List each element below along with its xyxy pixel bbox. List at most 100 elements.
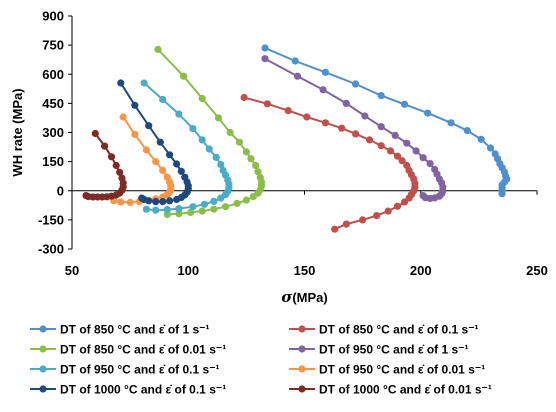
data-point [293, 72, 302, 80]
data-point [166, 197, 174, 205]
data-point [159, 95, 167, 104]
y-tick-labels: -300 -150 0 150 300 450 600 750 900 [38, 9, 72, 257]
data-point [138, 194, 146, 202]
data-point [247, 155, 255, 163]
data-point [189, 125, 197, 133]
data-point [140, 79, 148, 87]
data-point [189, 203, 197, 211]
legend: DT of 850 °C and ε̇ of 1 s⁻¹ DT of 850 °C… [30, 323, 492, 397]
y-tick-label: 900 [42, 9, 64, 24]
data-point [145, 122, 153, 130]
x-tick-labels: 50 100 150 200 250 [65, 190, 548, 278]
data-point [198, 207, 206, 215]
plot-area [82, 44, 511, 233]
data-point [242, 196, 250, 204]
data-point [200, 200, 209, 208]
data-point [319, 86, 327, 94]
data-point [263, 100, 271, 108]
data-point [426, 160, 434, 168]
data-point [486, 144, 495, 152]
data-point [159, 198, 167, 206]
series-line [119, 82, 190, 203]
legend-marker [39, 325, 47, 333]
y-tick-label: 450 [42, 96, 64, 111]
y-tick-label: 300 [42, 125, 64, 140]
data-point [126, 198, 134, 206]
data-point [112, 161, 120, 170]
legend-item: DT of 850 °C and ε̇ of 0.1 s⁻¹ [289, 323, 479, 337]
x-axis-label-symbol: σ [281, 288, 293, 306]
y-tick-label: 0 [57, 183, 64, 198]
data-point [212, 153, 220, 161]
legend-item: DT of 850 °C and ε̇ of 0.01 s⁻¹ [30, 343, 226, 357]
data-point [175, 110, 183, 118]
data-point [156, 138, 164, 146]
legend-item: DT of 950 °C and ε̇ of 0.1 s⁻¹ [30, 363, 220, 377]
legend-label: DT of 1000 °C and ε̇ of 0.01 s⁻¹ [319, 383, 492, 397]
data-point [131, 130, 139, 138]
data-point [342, 220, 350, 228]
legend-item: DT of 850 °C and ε̇ of 1 s⁻¹ [30, 323, 210, 337]
data-point [398, 157, 406, 165]
data-point [321, 68, 329, 76]
data-point [173, 195, 181, 204]
x-axis-label: σ(MPa) [281, 288, 327, 306]
data-point [352, 80, 360, 88]
legend-marker [39, 345, 47, 353]
data-point [214, 114, 223, 122]
data-point [163, 206, 171, 214]
data-point [291, 57, 299, 65]
data-point [252, 161, 260, 170]
data-point [142, 205, 150, 213]
data-point [152, 158, 160, 166]
data-point [180, 72, 188, 80]
data-point [117, 198, 125, 206]
data-point [101, 142, 109, 150]
legend-label: DT of 950 °C and ε̇ of 0.1 s⁻¹ [60, 363, 220, 377]
legend-item: DT of 950 °C and ε̇ of 1 s⁻¹ [289, 343, 469, 357]
data-point [221, 203, 230, 211]
legend-marker [298, 325, 306, 333]
data-point [249, 193, 257, 201]
data-point [175, 210, 183, 218]
data-point [393, 152, 402, 160]
data-point [261, 55, 269, 63]
data-point [477, 135, 485, 143]
data-point [386, 147, 395, 155]
x-tick-label: 150 [294, 263, 316, 278]
data-point [166, 151, 174, 159]
data-point [377, 92, 385, 100]
data-point [173, 160, 181, 168]
legend-marker [298, 345, 306, 353]
data-point [254, 168, 262, 176]
data-point [175, 205, 183, 213]
data-point [384, 207, 392, 215]
data-point [198, 94, 206, 103]
y-tick-label: -300 [38, 242, 64, 257]
series-7 [117, 79, 192, 206]
x-tick-label: 100 [177, 263, 199, 278]
legend-marker [298, 365, 306, 373]
data-point [116, 168, 124, 176]
data-point [119, 113, 127, 121]
data-point [447, 119, 455, 127]
data-point [159, 166, 167, 174]
data-point [284, 107, 292, 115]
data-point [217, 194, 225, 202]
legend-marker [298, 385, 306, 393]
data-point [261, 44, 269, 52]
data-point [154, 45, 162, 54]
data-point [498, 190, 506, 198]
data-point [240, 93, 248, 102]
data-point [359, 216, 367, 224]
legend-label: DT of 850 °C and ε̇ of 0.01 s⁻¹ [60, 343, 226, 357]
data-point [361, 112, 369, 120]
data-point [393, 202, 402, 210]
data-point [210, 197, 218, 205]
legend-marker [39, 385, 47, 393]
legend-item: DT of 1000 °C and ε̇ of 0.01 s⁻¹ [289, 383, 492, 397]
data-point [142, 146, 150, 154]
data-point [210, 205, 218, 213]
data-point [217, 160, 225, 169]
